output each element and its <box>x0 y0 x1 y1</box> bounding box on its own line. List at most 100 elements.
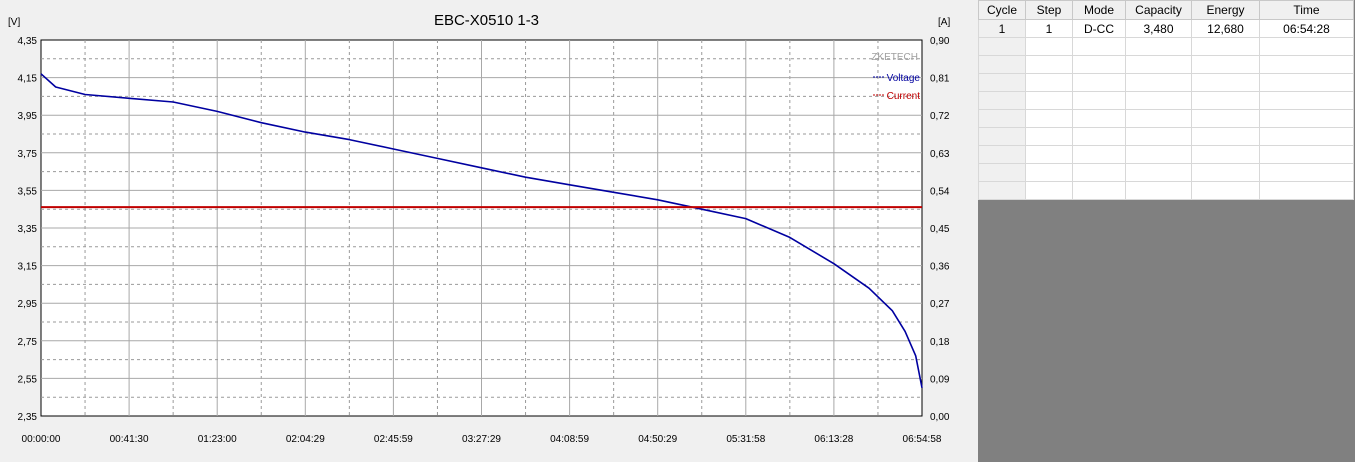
table-cell-time: 06:54:28 <box>1259 19 1354 38</box>
table-cell-time <box>1259 55 1354 74</box>
left-axis-unit: [V] <box>8 17 20 28</box>
table-cell-mode: D-CC <box>1072 19 1126 38</box>
table-cell-energy <box>1191 109 1260 128</box>
x-tick-label: 00:00:00 <box>22 434 61 445</box>
column-header-capacity[interactable]: Capacity <box>1125 0 1192 20</box>
table-cell-energy <box>1191 127 1260 146</box>
y-tick-label: 4,35 <box>18 36 38 47</box>
table-cell-capacity <box>1125 145 1192 164</box>
x-tick-label: 04:08:59 <box>550 434 589 445</box>
column-header-mode[interactable]: Mode <box>1072 0 1126 20</box>
table-row[interactable] <box>978 91 1354 110</box>
chart-panel: 4,35 4,15 3,95 3,75 3,55 3,35 3,15 2,95 2,75 2,55… <box>8 12 951 445</box>
table-cell-energy <box>1191 73 1260 92</box>
legend-entry-voltage: Voltage <box>887 73 921 84</box>
x-tick-label: 06:54:58 <box>903 434 942 445</box>
table-cell-energy <box>1191 145 1260 164</box>
y-tick-label: 3,55 <box>18 186 38 197</box>
table-cell-cycle <box>978 37 1026 56</box>
table-cell-cycle <box>978 181 1026 200</box>
results-table: Cycle Step Mode Capacity Energy Time 1 1 D-CC 3,… <box>978 0 1354 200</box>
table-cell-step <box>1025 163 1073 182</box>
table-cell-mode <box>1072 73 1126 92</box>
table-cell-cycle <box>978 91 1026 110</box>
y2-tick-label: 0,81 <box>930 74 950 85</box>
legend-entry-current: Current <box>887 91 921 102</box>
table-cell-cycle <box>978 127 1026 146</box>
table-row[interactable] <box>978 145 1354 164</box>
table-cell-capacity <box>1125 109 1192 128</box>
y-tick-label: 3,75 <box>18 149 38 160</box>
x-tick-label: 06:13:28 <box>814 434 853 445</box>
x-tick-label: 01:23:00 <box>198 434 237 445</box>
table-cell-capacity <box>1125 181 1192 200</box>
table-cell-cycle: 1 <box>978 19 1026 38</box>
table-cell-cycle <box>978 163 1026 182</box>
table-cell-capacity <box>1125 73 1192 92</box>
table-row[interactable] <box>978 109 1354 128</box>
table-row[interactable]: 1 1 D-CC 3,480 12,680 06:54:28 <box>978 19 1354 38</box>
table-cell-capacity <box>1125 163 1192 182</box>
y2-tick-label: 0,54 <box>930 186 950 197</box>
y2-tick-label: 0,36 <box>930 262 950 273</box>
table-header-row: Cycle Step Mode Capacity Energy Time <box>978 0 1354 20</box>
table-body: 1 1 D-CC 3,480 12,680 06:54:28 <box>978 19 1354 200</box>
table-cell-mode <box>1072 127 1126 146</box>
x-tick-label: 02:04:29 <box>286 434 325 445</box>
column-header-cycle[interactable]: Cycle <box>978 0 1026 20</box>
table-cell-step <box>1025 73 1073 92</box>
column-header-time[interactable]: Time <box>1259 0 1354 20</box>
table-cell-time <box>1259 163 1354 182</box>
table-cell-energy <box>1191 181 1260 200</box>
table-cell-step <box>1025 181 1073 200</box>
table-cell-step <box>1025 91 1073 110</box>
table-cell-capacity: 3,480 <box>1125 19 1192 38</box>
table-row[interactable] <box>978 127 1354 146</box>
table-cell-cycle <box>978 145 1026 164</box>
y-tick-label: 2,95 <box>18 299 38 310</box>
table-cell-capacity <box>1125 37 1192 56</box>
table-cell-energy <box>1191 55 1260 74</box>
table-cell-capacity <box>1125 91 1192 110</box>
table-cell-step <box>1025 109 1073 128</box>
column-header-energy[interactable]: Energy <box>1191 0 1260 20</box>
column-header-step[interactable]: Step <box>1025 0 1073 20</box>
y-tick-label: 2,75 <box>18 337 38 348</box>
x-tick-label: 05:31:58 <box>726 434 765 445</box>
y2-tick-label: 0,72 <box>930 111 950 122</box>
table-cell-time <box>1259 127 1354 146</box>
y2-tick-label: 0,18 <box>930 337 950 348</box>
table-row[interactable] <box>978 181 1354 200</box>
table-cell-mode <box>1072 181 1126 200</box>
table-cell-mode <box>1072 91 1126 110</box>
table-cell-mode <box>1072 145 1126 164</box>
x-tick-label: 02:45:59 <box>374 434 413 445</box>
table-row[interactable] <box>978 73 1354 92</box>
table-cell-time <box>1259 37 1354 56</box>
y-tick-label: 3,15 <box>18 262 38 273</box>
table-cell-cycle <box>978 73 1026 92</box>
table-cell-step <box>1025 127 1073 146</box>
x-tick-label: 00:41:30 <box>110 434 149 445</box>
table-cell-time <box>1259 73 1354 92</box>
y2-tick-label: 0,63 <box>930 149 950 160</box>
x-tick-label: 03:27:29 <box>462 434 501 445</box>
y2-tick-label: 0,00 <box>930 412 950 423</box>
table-cell-step <box>1025 55 1073 74</box>
table-cell-mode <box>1072 163 1126 182</box>
series-line-voltage <box>40 73 923 388</box>
y-tick-label: 4,15 <box>18 74 38 85</box>
table-row[interactable] <box>978 37 1354 56</box>
y2-tick-label: 0,90 <box>930 36 950 47</box>
y2-tick-label: 0,27 <box>930 299 950 310</box>
table-cell-time <box>1259 145 1354 164</box>
table-row[interactable] <box>978 163 1354 182</box>
table-cell-time <box>1259 181 1354 200</box>
y2-tick-label: 0,09 <box>930 374 950 385</box>
table-row[interactable] <box>978 55 1354 74</box>
table-cell-energy: 12,680 <box>1191 19 1260 38</box>
voltage-current-chart: 4,35 4,15 3,95 3,75 3,55 3,35 3,15 2,95 2,75 2,55… <box>8 12 950 445</box>
table-cell-time <box>1259 91 1354 110</box>
y-tick-label: 3,35 <box>18 224 38 235</box>
table-cell-energy <box>1191 37 1260 56</box>
